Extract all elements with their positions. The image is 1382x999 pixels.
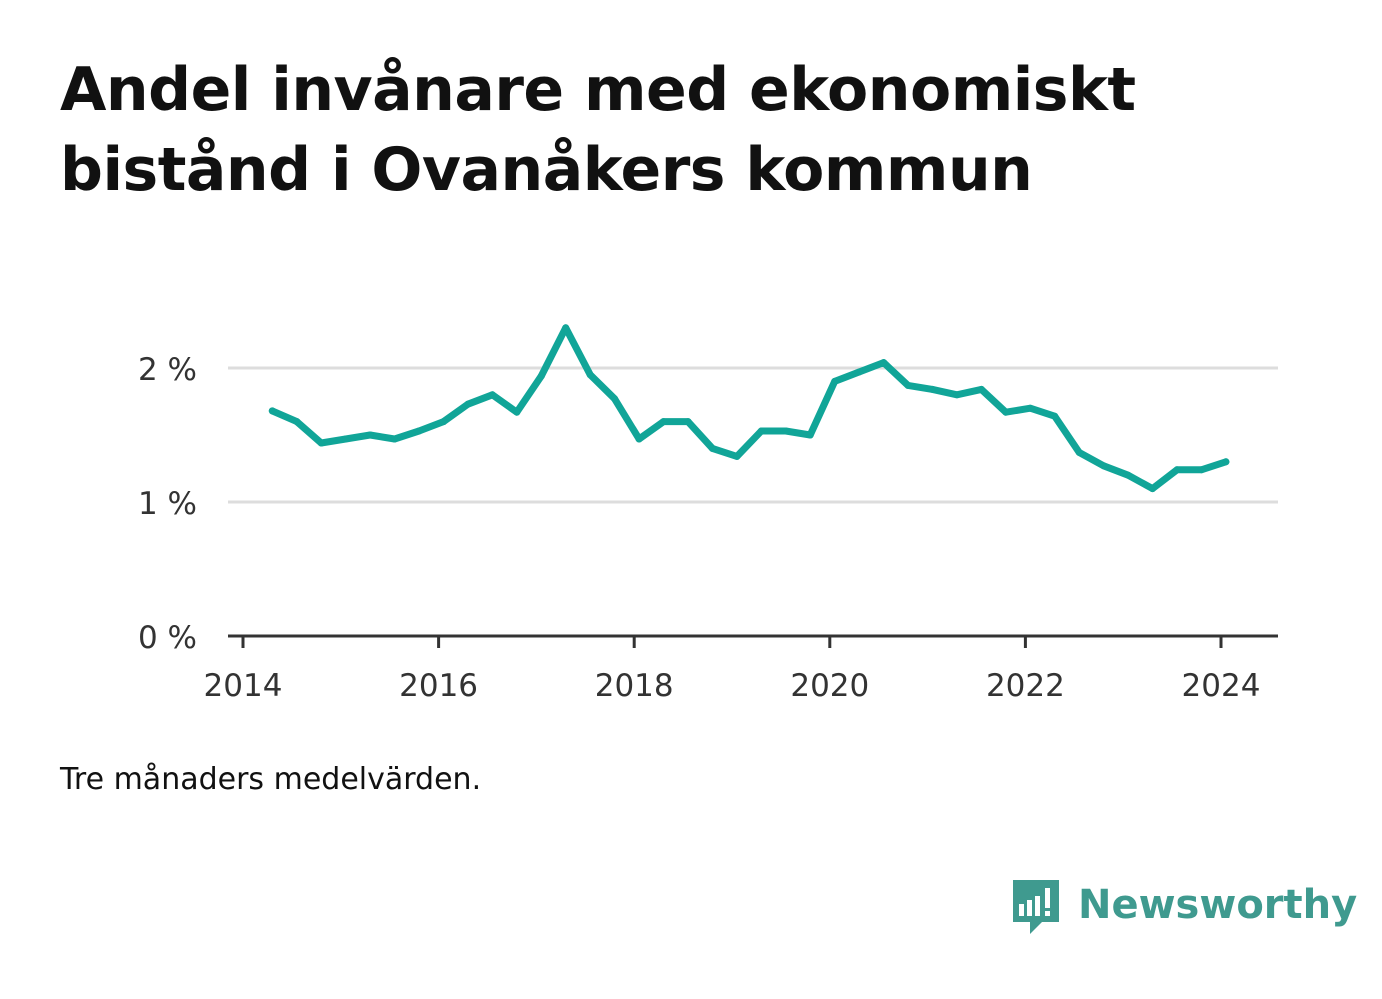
data-point [660, 418, 667, 426]
data-point [293, 418, 301, 426]
x-tick-label: 2022 [986, 668, 1065, 704]
x-tick-label: 2024 [1182, 668, 1261, 704]
data-point [488, 391, 496, 399]
chart-note: Tre månaders medelvärden. [60, 762, 482, 797]
y-tick-label: 1 % [138, 486, 197, 522]
data-point [953, 391, 961, 399]
data-point [782, 427, 790, 435]
brand-name: Newsworthy [1078, 882, 1358, 928]
brand-logo[interactable]: Newsworthy [1010, 876, 1357, 940]
data-point [440, 418, 447, 426]
bar-chart-logo-icon [1013, 880, 1059, 934]
data-point [562, 324, 570, 332]
data-point [1173, 466, 1181, 474]
data-point [317, 439, 325, 447]
x-tick-label: 2014 [204, 668, 283, 704]
data-point [1222, 458, 1230, 466]
x-tick-label: 2018 [595, 668, 674, 704]
data-point [1051, 412, 1059, 420]
data-point [684, 418, 692, 426]
data-point [1100, 462, 1108, 470]
data-point [806, 431, 814, 439]
data-point [415, 427, 423, 435]
y-axis-tick-labels: 0 % 1 % 2 % [138, 352, 197, 656]
data-point [929, 385, 936, 393]
data-point [708, 444, 716, 452]
data-point [855, 368, 863, 376]
data-point [268, 407, 276, 415]
y-tick-label: 0 % [138, 620, 197, 656]
data-point [513, 408, 521, 416]
data-point [611, 395, 619, 403]
x-tick-label: 2016 [399, 668, 478, 704]
data-point [1149, 485, 1156, 493]
data-point [1026, 404, 1034, 412]
data-point [1124, 471, 1132, 479]
data-point [537, 372, 545, 380]
data-point [831, 377, 839, 385]
data-point [757, 427, 765, 435]
data-point [904, 381, 912, 389]
data-point [880, 359, 888, 367]
data-point [1002, 408, 1010, 416]
data-point [586, 371, 594, 379]
x-tick-label: 2020 [790, 668, 869, 704]
chart-title: Andel invånare med ekonomiskt bistånd i … [60, 55, 1136, 205]
grid-lines [228, 366, 1278, 504]
data-point [977, 385, 985, 393]
y-tick-label: 2 % [138, 352, 197, 388]
data-point [391, 435, 399, 443]
data-point [635, 435, 643, 443]
x-axis: 2014 2016 2018 2020 2022 2024 [204, 634, 1278, 704]
series-line [268, 324, 1230, 493]
data-point [464, 400, 472, 408]
data-point [1197, 466, 1205, 474]
data-point [342, 435, 350, 443]
data-point [366, 431, 374, 439]
series-layer [268, 324, 1230, 493]
data-point [733, 452, 741, 460]
data-point [1075, 448, 1083, 456]
